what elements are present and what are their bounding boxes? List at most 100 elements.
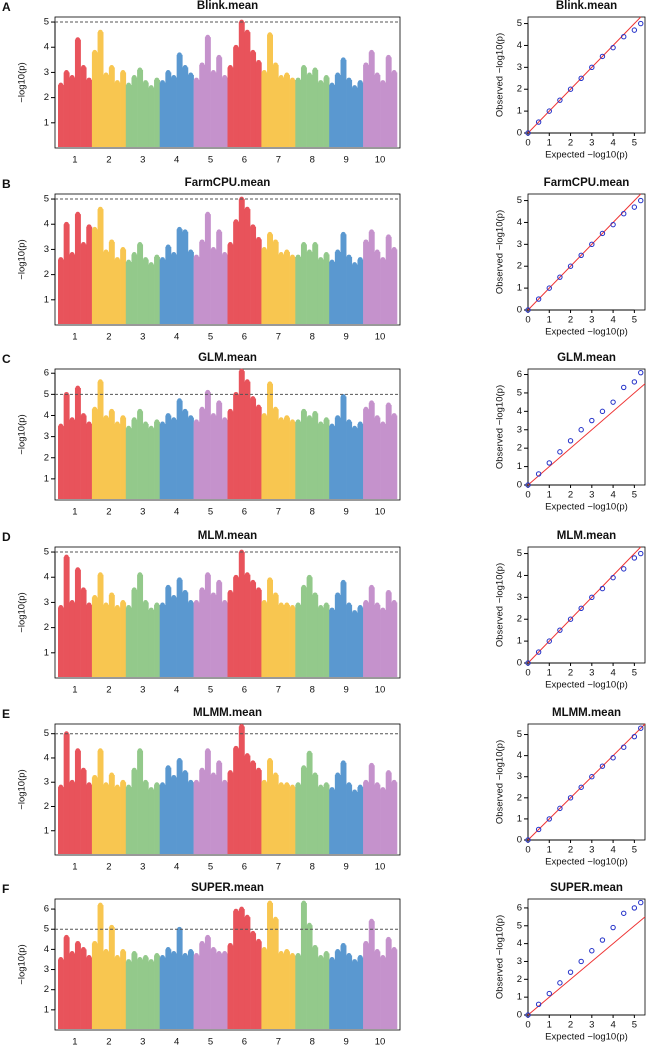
qq-point bbox=[546, 816, 552, 822]
qq-point bbox=[525, 660, 531, 666]
x-tick-label: 3 bbox=[140, 507, 145, 518]
snp-column bbox=[261, 946, 268, 1029]
snp-point bbox=[86, 77, 92, 83]
snp-mass bbox=[250, 933, 257, 1029]
snp-mass bbox=[233, 577, 240, 677]
snp-mass bbox=[385, 404, 392, 499]
snp-mass bbox=[295, 955, 302, 1029]
snp-mass bbox=[351, 791, 358, 854]
snp-mass bbox=[385, 772, 392, 854]
snp-mass bbox=[323, 604, 330, 677]
snp-mass bbox=[86, 423, 93, 499]
snp-column bbox=[329, 787, 336, 854]
snp-point bbox=[75, 748, 81, 754]
snp-column bbox=[267, 900, 273, 1029]
snp-point bbox=[256, 236, 261, 242]
snp-column bbox=[272, 916, 279, 1029]
x-tick-label: 1 bbox=[547, 138, 552, 149]
y-tick-label: 6 bbox=[44, 904, 49, 915]
snp-mass bbox=[176, 760, 183, 854]
snp-column bbox=[131, 417, 138, 499]
x-tick-label: 4 bbox=[610, 315, 615, 326]
reference-line bbox=[527, 546, 642, 664]
snp-mass bbox=[227, 945, 234, 1029]
snp-point bbox=[75, 385, 81, 391]
snp-point bbox=[295, 254, 301, 260]
snp-point bbox=[171, 252, 177, 257]
snp-column bbox=[284, 72, 290, 147]
panel-label: A bbox=[2, 0, 11, 14]
snp-column bbox=[368, 584, 375, 677]
snp-column bbox=[368, 229, 375, 324]
snp-mass bbox=[221, 782, 228, 854]
snp-point bbox=[227, 408, 233, 414]
snp-point bbox=[126, 784, 132, 790]
snp-point bbox=[58, 82, 64, 88]
x-tick-label: 9 bbox=[344, 862, 349, 873]
snp-column bbox=[182, 589, 189, 677]
snp-column bbox=[272, 239, 279, 324]
snp-column bbox=[284, 782, 290, 854]
x-tick-label: 0 bbox=[525, 845, 530, 856]
snp-column bbox=[125, 425, 132, 499]
snp-mass bbox=[244, 755, 251, 854]
qq-point bbox=[557, 449, 563, 455]
snp-column bbox=[165, 413, 172, 499]
snp-mass bbox=[182, 67, 189, 147]
panel-label: E bbox=[2, 707, 10, 721]
snp-mass bbox=[221, 602, 228, 677]
snp-column bbox=[204, 572, 211, 677]
snp-point bbox=[81, 413, 86, 418]
snp-mass bbox=[323, 254, 330, 324]
snp-point bbox=[380, 80, 386, 85]
snp-point bbox=[188, 949, 194, 954]
snp-column bbox=[340, 760, 347, 854]
snp-column bbox=[295, 602, 302, 677]
snp-column bbox=[306, 249, 313, 324]
snp-column bbox=[351, 85, 358, 147]
snp-point bbox=[391, 70, 397, 75]
x-tick-label: 5 bbox=[208, 685, 213, 696]
x-tick-label: 2 bbox=[106, 155, 111, 166]
snp-column bbox=[103, 602, 110, 677]
x-tick-label: 2 bbox=[106, 862, 111, 873]
x-tick-label: 10 bbox=[375, 685, 386, 696]
snp-column bbox=[182, 64, 189, 147]
snp-point bbox=[165, 70, 171, 75]
snp-point bbox=[216, 229, 222, 235]
snp-column bbox=[142, 257, 149, 324]
snp-point bbox=[250, 760, 256, 766]
snp-column bbox=[380, 955, 386, 1029]
snp-point bbox=[120, 949, 126, 954]
y-tick-label: 0 bbox=[517, 835, 522, 846]
snp-mass bbox=[193, 955, 200, 1029]
snp-mass bbox=[278, 604, 285, 677]
snp-column bbox=[131, 587, 138, 677]
x-tick-label: 0 bbox=[525, 138, 530, 149]
snp-mass bbox=[74, 569, 81, 677]
y-axis-label: −log10(p) bbox=[17, 944, 28, 984]
snp-mass bbox=[193, 782, 200, 854]
snp-column bbox=[204, 389, 211, 499]
y-tick-label: 3 bbox=[517, 239, 522, 250]
snp-mass bbox=[306, 251, 313, 324]
snp-mass bbox=[221, 254, 228, 324]
snp-mass bbox=[199, 409, 206, 499]
snp-mass bbox=[289, 607, 296, 677]
snp-point bbox=[81, 946, 86, 952]
snp-mass bbox=[363, 943, 370, 1029]
snp-point bbox=[205, 572, 211, 578]
snp-mass bbox=[340, 234, 347, 324]
snp-point bbox=[171, 75, 177, 80]
snp-column bbox=[374, 782, 381, 854]
snp-column bbox=[137, 572, 144, 677]
snp-point bbox=[131, 252, 137, 257]
snp-point bbox=[340, 394, 346, 399]
snp-mass bbox=[108, 594, 115, 677]
snp-mass bbox=[131, 254, 138, 324]
qq-point bbox=[631, 733, 638, 740]
snp-point bbox=[363, 406, 369, 412]
snp-mass bbox=[210, 415, 217, 499]
snp-mass bbox=[289, 79, 296, 147]
snp-point bbox=[256, 587, 261, 593]
